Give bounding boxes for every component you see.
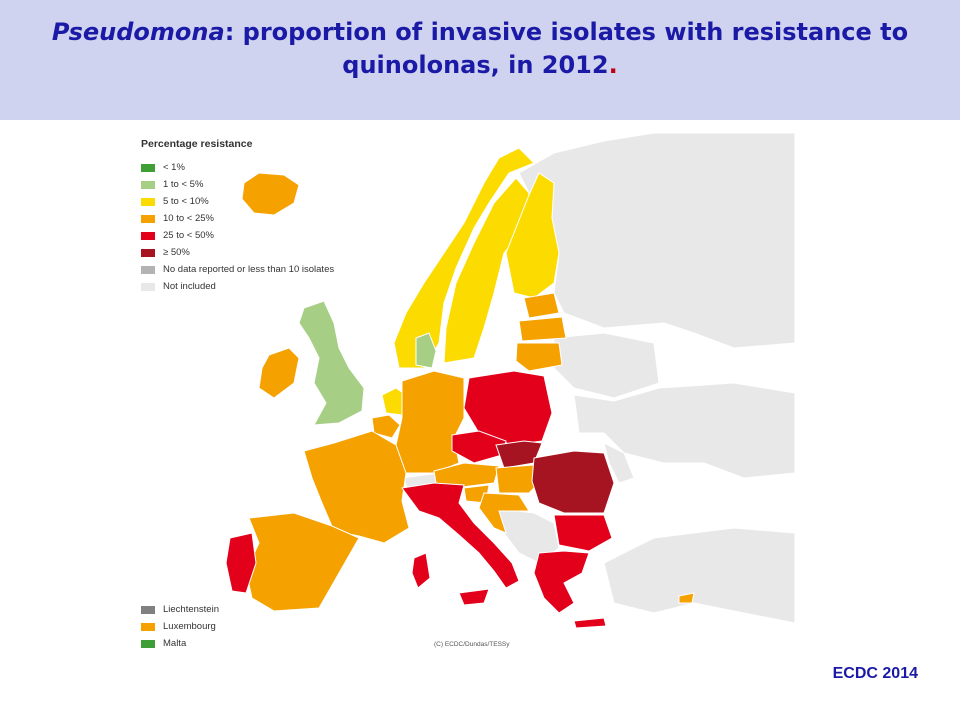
title-species: Pseudomona: [51, 18, 225, 46]
region-turkey: [603, 527, 795, 624]
legend-item: 10 to < 25%: [141, 210, 334, 227]
legend-label: ≥ 50%: [163, 247, 190, 258]
legend-item-liechtenstein: Liechtenstein: [141, 601, 219, 618]
region-russia-north: [518, 133, 795, 349]
country-portugal: [225, 532, 257, 594]
region-belarus: [553, 332, 660, 399]
legend-swatch: [141, 265, 155, 274]
country-sardinia: [411, 552, 431, 589]
country-sicily: [458, 588, 490, 606]
country-lithuania: [515, 342, 563, 372]
legend-label: < 1%: [163, 162, 185, 173]
country-ireland: [258, 347, 300, 399]
legend-swatch: [141, 163, 155, 172]
legend-label: Liechtenstein: [163, 604, 219, 615]
source-label: ECDC 2014: [832, 665, 918, 682]
country-uk: [298, 300, 365, 426]
country-france: [303, 430, 410, 544]
slide-title: Pseudomona: proportion of invasive isola…: [40, 16, 920, 82]
region-moldova: [603, 442, 635, 484]
legend-item: 5 to < 10%: [141, 193, 334, 210]
legend-item-luxembourg: Luxembourg: [141, 618, 219, 635]
legend-swatch: [141, 180, 155, 189]
legend-label: Not included: [163, 281, 216, 292]
country-romania: [531, 450, 615, 514]
legend-swatch: [141, 639, 155, 648]
legend: < 1% 1 to < 5% 5 to < 10% 10 to < 25% 25…: [141, 159, 334, 295]
legend-swatch: [141, 231, 155, 240]
title-text: : proportion of invasive isolates with r…: [224, 18, 909, 79]
title-dot: .: [608, 51, 618, 79]
title-bar: Pseudomona: proportion of invasive isola…: [0, 0, 960, 120]
legend-label: 25 to < 50%: [163, 230, 214, 241]
country-cyprus: [678, 592, 695, 604]
legend-label: 10 to < 25%: [163, 213, 214, 224]
legend-swatch: [141, 197, 155, 206]
europe-map: Percentage resistance < 1% 1 to < 5% 5 t…: [134, 133, 795, 658]
legend-label: Malta: [163, 638, 187, 649]
country-latvia: [518, 316, 567, 342]
country-finland: [505, 172, 560, 299]
legend-title: Percentage resistance: [141, 138, 253, 150]
legend-item: 1 to < 5%: [141, 176, 334, 193]
legend-item: ≥ 50%: [141, 244, 334, 261]
legend-item: < 1%: [141, 159, 334, 176]
country-greece: [533, 550, 590, 614]
map-copyright: (C) ECDC/Dundas/TESSy: [434, 641, 510, 648]
country-italy: [401, 482, 520, 589]
legend-swatch: [141, 622, 155, 631]
country-croatia: [478, 492, 530, 534]
legend-swatch: [141, 282, 155, 291]
country-slovakia: [495, 440, 543, 469]
legend-label: Luxembourg: [163, 621, 216, 632]
legend-item: Not included: [141, 278, 334, 295]
country-estonia: [523, 292, 560, 319]
legend-item: No data reported or less than 10 isolate…: [141, 261, 334, 278]
legend-item-malta: Malta: [141, 635, 219, 652]
not-included-regions: [401, 133, 795, 624]
legend-label: No data reported or less than 10 isolate…: [163, 264, 335, 275]
country-belgium: [371, 414, 401, 439]
country-denmark: [415, 332, 437, 369]
country-poland: [463, 370, 553, 446]
small-countries-legend: Liechtenstein Luxembourg Malta: [141, 601, 219, 652]
included-countries: [225, 147, 695, 629]
legend-swatch: [141, 214, 155, 223]
country-norway: [393, 147, 535, 369]
map-svg: [134, 133, 795, 658]
country-crete: [573, 617, 607, 629]
legend-label: 1 to < 5%: [163, 179, 204, 190]
country-germany: [395, 370, 465, 474]
legend-item: 25 to < 50%: [141, 227, 334, 244]
country-sweden: [443, 177, 530, 364]
country-iceland: [241, 172, 300, 216]
region-ukraine: [573, 382, 795, 479]
legend-swatch: [141, 248, 155, 257]
legend-swatch: [141, 605, 155, 614]
legend-label: 5 to < 10%: [163, 196, 209, 207]
country-bulgaria: [553, 514, 613, 552]
